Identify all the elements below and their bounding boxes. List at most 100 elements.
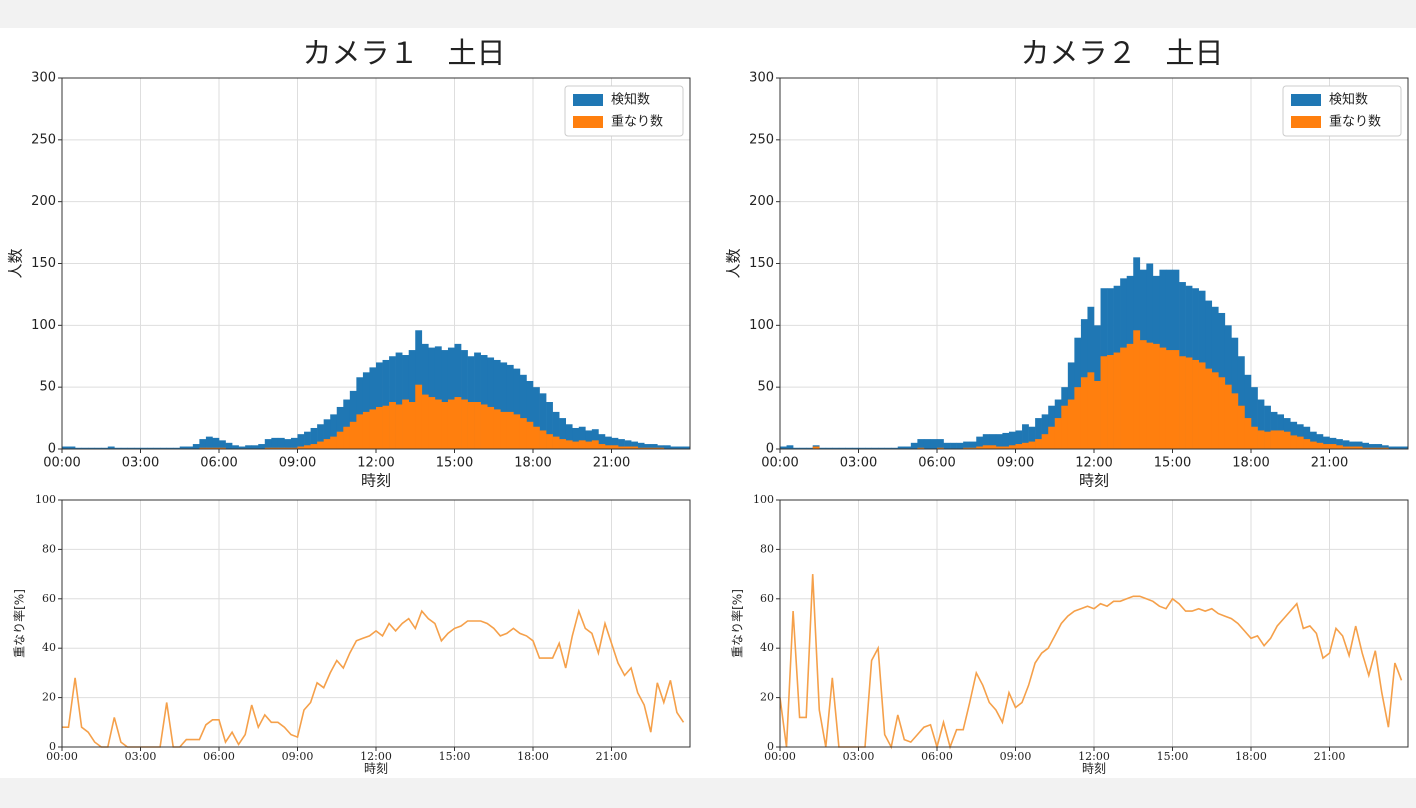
bar: [676, 446, 684, 449]
bar: [670, 446, 678, 449]
bar: [1179, 356, 1186, 449]
bar: [591, 429, 599, 449]
bar: [343, 426, 351, 449]
bar: [1329, 437, 1337, 449]
y-tick-label: 40: [760, 641, 774, 654]
bar: [1237, 356, 1245, 449]
bar: [1303, 426, 1311, 449]
bar: [1329, 444, 1337, 449]
bar: [212, 447, 220, 449]
x-axis-label: 時刻: [361, 472, 391, 490]
bar: [120, 447, 128, 449]
legend-swatch: [573, 116, 603, 128]
y-tick-label: 300: [31, 71, 56, 86]
bar: [1100, 356, 1108, 449]
bar: [1061, 405, 1069, 449]
y-tick-label: 0: [48, 442, 56, 457]
bar: [904, 446, 912, 449]
bar: [1015, 430, 1023, 449]
bar: [819, 447, 827, 449]
bar: [454, 397, 462, 449]
bar: [1381, 445, 1389, 449]
bar: [793, 447, 800, 449]
x-tick-label: 09:00: [279, 456, 316, 471]
bar: [657, 447, 665, 449]
bar: [1133, 330, 1141, 449]
bar: [1303, 439, 1311, 449]
bar: [1388, 446, 1396, 449]
bar: [884, 447, 892, 449]
bar: [1342, 446, 1350, 449]
bar: [1342, 440, 1350, 449]
bar: [447, 399, 455, 449]
y-tick-label: 100: [749, 318, 774, 333]
bar: [1394, 446, 1402, 449]
bar: [1028, 441, 1036, 449]
x-tick-label: 03:00: [125, 750, 157, 763]
bar: [1074, 387, 1082, 449]
legend-swatch: [573, 94, 603, 106]
bar: [186, 446, 194, 449]
bar: [474, 352, 481, 449]
bar: [1264, 431, 1271, 449]
bar: [133, 447, 141, 449]
bar: [572, 441, 580, 449]
bar: [513, 414, 521, 449]
bar: [989, 434, 997, 449]
bar: [969, 447, 977, 449]
x-tick-label: 21:00: [1314, 750, 1346, 763]
bar: [493, 409, 501, 449]
bar: [1041, 434, 1049, 449]
bar: [1022, 424, 1029, 449]
bar: [1165, 350, 1173, 449]
bar: [147, 447, 154, 449]
bar: [1172, 350, 1180, 449]
bar: [487, 357, 495, 449]
bar: [1008, 445, 1016, 449]
bar: [1316, 434, 1324, 449]
bar: [1054, 418, 1062, 449]
bar: [1277, 430, 1285, 449]
bar: [1355, 446, 1363, 449]
bar: [519, 418, 527, 449]
bar: [219, 447, 226, 449]
legend-label: 重なり数: [1329, 114, 1381, 130]
bar: [1375, 447, 1383, 449]
bar: [330, 414, 338, 449]
chart-title: カメラ２ 土日: [1020, 36, 1223, 70]
bar: [624, 440, 632, 449]
bar: [598, 444, 606, 449]
bar: [173, 447, 181, 449]
bar: [1309, 441, 1317, 449]
bar: [637, 447, 645, 449]
x-tick-label: 03:00: [122, 456, 159, 471]
bar: [604, 436, 612, 449]
x-tick-label: 06:00: [203, 750, 235, 763]
bar: [1224, 384, 1232, 449]
bar: [1401, 446, 1409, 449]
bar: [402, 399, 410, 449]
bar: [480, 355, 488, 449]
bar: [1283, 431, 1291, 449]
bar: [910, 442, 918, 449]
bar: [506, 411, 514, 449]
bar: [336, 431, 344, 449]
bar: [976, 436, 984, 449]
bar: [976, 446, 984, 449]
bar: [598, 434, 606, 449]
bar: [258, 444, 266, 449]
bar: [277, 437, 285, 449]
bar: [1244, 418, 1252, 449]
bar: [1316, 442, 1324, 449]
bar: [851, 447, 859, 449]
bar: [447, 347, 455, 449]
bar: [94, 447, 102, 449]
bar: [799, 447, 807, 449]
bar: [1381, 447, 1389, 449]
bar: [232, 445, 239, 449]
y-tick-label: 50: [39, 380, 56, 395]
bar: [166, 447, 174, 449]
bar: [408, 350, 416, 449]
bar: [838, 447, 846, 449]
bar: [565, 424, 573, 449]
